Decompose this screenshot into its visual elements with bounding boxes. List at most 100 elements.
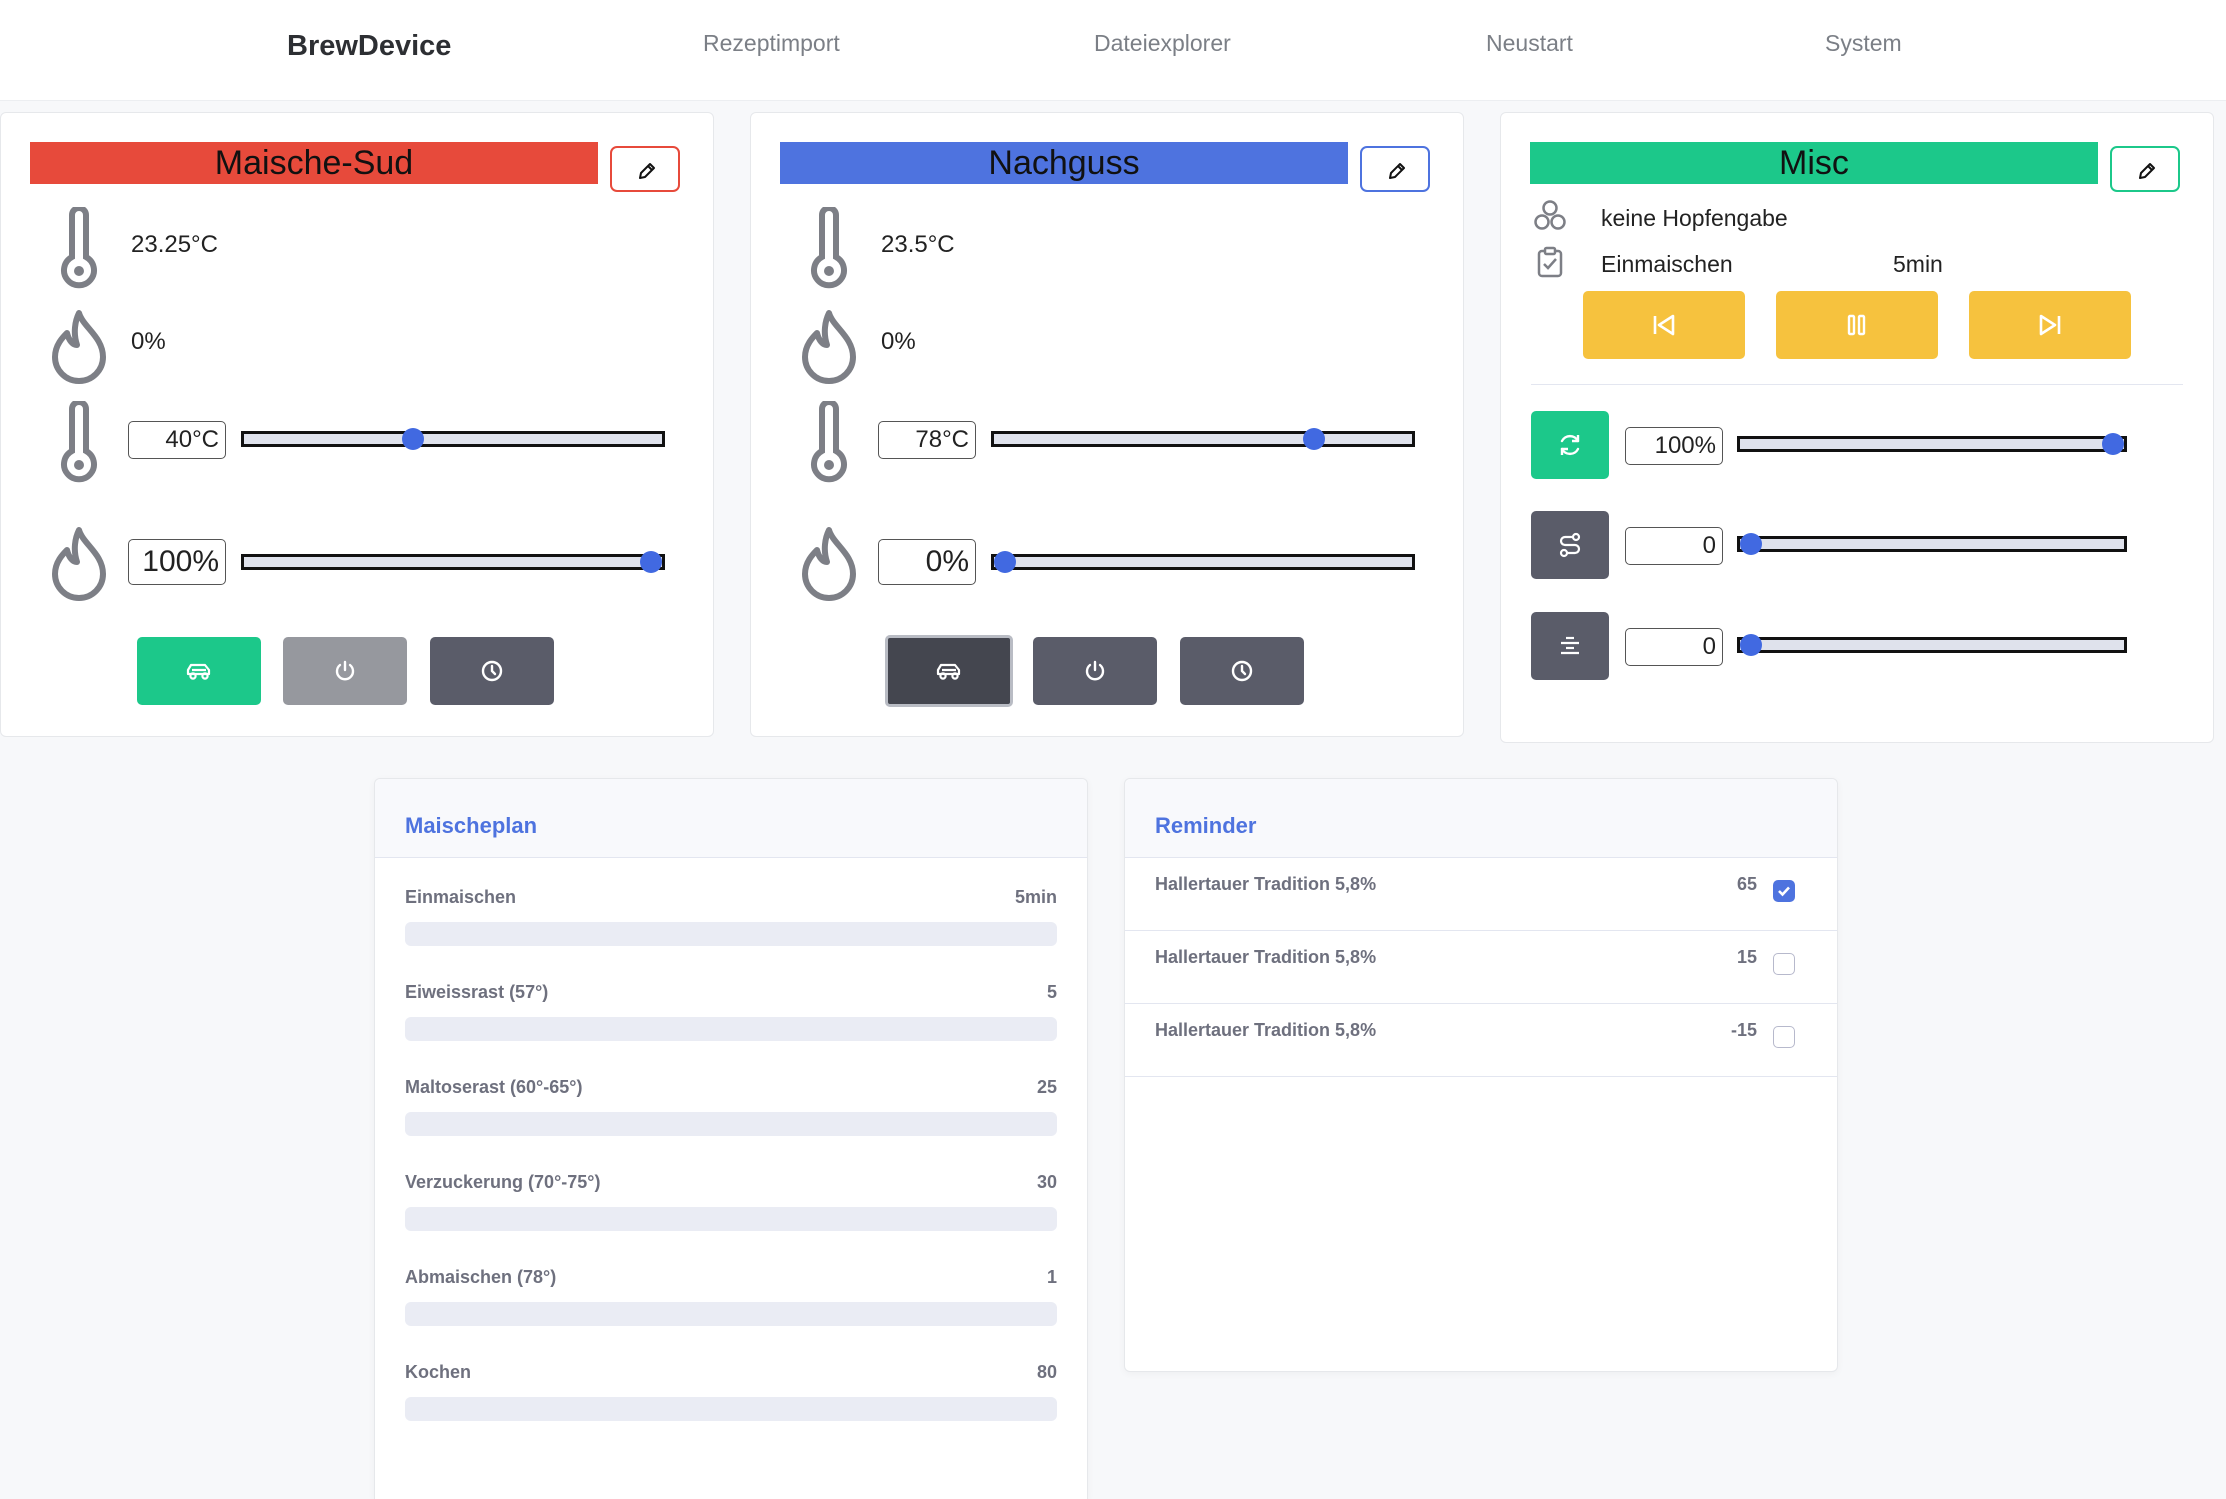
- refresh-icon: [1560, 434, 1580, 456]
- reminder-checkbox[interactable]: [1773, 1026, 1795, 1048]
- nav-item-rezeptimport[interactable]: Rezeptimport: [703, 30, 840, 56]
- car-icon: [935, 661, 963, 681]
- nachguss-card: Nachguss 23.5°C 0% 78°C 0%: [750, 112, 1464, 737]
- maischeplan-step-label: Abmaischen (78°): [405, 1267, 557, 1287]
- maische-current-temp: 23.25°C: [131, 231, 218, 258]
- align-center-icon: [1561, 636, 1579, 655]
- nachguss-power-slider[interactable]: [991, 551, 1415, 573]
- nachguss-temp-slider[interactable]: [991, 428, 1415, 450]
- route-slider[interactable]: [1737, 533, 2127, 555]
- pause-icon: [1847, 314, 1866, 336]
- reminder-label: Hallertauer Tradition 5,8%: [1155, 1020, 1377, 1040]
- slider-thumb[interactable]: [1302, 428, 1325, 450]
- route-value-input[interactable]: 0: [1625, 527, 1723, 565]
- reminder-value: -15: [1730, 1020, 1757, 1040]
- slider-thumb[interactable]: [1740, 634, 1762, 656]
- slider-thumb[interactable]: [1740, 533, 1762, 555]
- pencil-icon: [1387, 161, 1407, 181]
- maischeplan-step-progress: [405, 1017, 1057, 1041]
- maischeplan-step-value: 5: [1046, 982, 1057, 1002]
- maischeplan-panel: Maischeplan Einmaischen 5min Eiweissrast (…: [374, 778, 1088, 1499]
- nachguss-power-button[interactable]: [1033, 637, 1157, 705]
- slider-thumb[interactable]: [994, 551, 1016, 573]
- nachguss-current-temp: 23.5°C: [881, 231, 955, 258]
- reminder-checkbox[interactable]: [1773, 953, 1795, 975]
- slider-thumb[interactable]: [402, 428, 425, 450]
- pump-toggle-button[interactable]: [1531, 411, 1609, 479]
- nav-item-system[interactable]: System: [1825, 30, 1902, 56]
- reminder-row: Hallertauer Tradition 5,8% 15: [1125, 930, 1837, 1004]
- reminder-value: 65: [1736, 874, 1757, 894]
- nachguss-edit-button[interactable]: [1360, 146, 1430, 192]
- maischeplan-step-label: Maltoserast (60°-65°): [405, 1077, 583, 1097]
- maischeplan-step-progress: [405, 1397, 1057, 1421]
- maischeplan-step-value: 30: [1036, 1172, 1057, 1192]
- maische-power-button[interactable]: [283, 637, 407, 705]
- nav-item-neustart[interactable]: Neustart: [1486, 30, 1573, 56]
- maischeplan-step-value: 80: [1036, 1362, 1057, 1382]
- skip-forward-icon: [2039, 314, 2061, 336]
- power-icon: [333, 659, 357, 683]
- reminder-value: 15: [1736, 947, 1757, 967]
- pump-value-input[interactable]: 100%: [1625, 427, 1723, 465]
- slider-thumb[interactable]: [2102, 433, 2124, 455]
- nachguss-timer-button[interactable]: [1180, 637, 1304, 705]
- nav-item-dateiexplorer[interactable]: Dateiexplorer: [1094, 30, 1231, 56]
- thermometer-icon: [59, 401, 99, 485]
- nachguss-drive-button[interactable]: [885, 635, 1013, 707]
- top-navbar: BrewDevice Rezeptimport Dateiexplorer Ne…: [0, 0, 2226, 101]
- car-icon: [185, 661, 213, 681]
- next-step-button[interactable]: [1969, 291, 2131, 359]
- maischeplan-step-label: Einmaischen: [405, 887, 517, 907]
- maische-drive-button[interactable]: [137, 637, 261, 705]
- misc-step-time: 5min: [1893, 251, 1943, 277]
- route-button[interactable]: [1531, 511, 1609, 579]
- maischeplan-title: Maischeplan: [405, 813, 538, 838]
- heater-value-input[interactable]: 0: [1625, 628, 1723, 666]
- skip-back-icon: [1653, 314, 1675, 336]
- maische-target-power-input[interactable]: 100%: [128, 539, 226, 585]
- brand-link[interactable]: BrewDevice: [287, 30, 452, 62]
- maischeplan-step-value: 25: [1036, 1077, 1057, 1097]
- misc-hop-text: keine Hopfengabe: [1601, 205, 1788, 231]
- slider-thumb[interactable]: [640, 551, 662, 573]
- previous-step-button[interactable]: [1583, 291, 1745, 359]
- flame-icon: [799, 526, 859, 602]
- nachguss-target-power-input[interactable]: 0%: [878, 539, 976, 585]
- nachguss-target-temp-input[interactable]: 78°C: [878, 421, 976, 459]
- maische-target-temp-input[interactable]: 40°C: [128, 421, 226, 459]
- misc-title: Misc: [1530, 142, 2098, 184]
- divider: [1531, 384, 2183, 385]
- reminder-row: Hallertauer Tradition 5,8% -15: [1125, 1003, 1837, 1077]
- maischeplan-header: Maischeplan: [375, 779, 1087, 858]
- check-icon: [1778, 886, 1790, 897]
- flame-icon: [799, 309, 859, 385]
- power-icon: [1083, 659, 1107, 683]
- reminder-panel: Reminder Hallertauer Tradition 5,8% 65 Hal…: [1124, 778, 1838, 1372]
- nachguss-current-power: 0%: [881, 328, 916, 355]
- clock-icon: [1230, 659, 1254, 683]
- hops-icon: [1534, 200, 1566, 230]
- flame-icon: [49, 526, 109, 602]
- heater-button[interactable]: [1531, 612, 1609, 680]
- pause-button[interactable]: [1776, 291, 1938, 359]
- reminder-label: Hallertauer Tradition 5,8%: [1155, 874, 1377, 894]
- maische-temp-slider[interactable]: [241, 428, 665, 450]
- reminder-checkbox[interactable]: [1773, 880, 1795, 902]
- pencil-icon: [2137, 161, 2157, 181]
- pencil-icon: [637, 161, 657, 181]
- misc-edit-button[interactable]: [2110, 146, 2180, 192]
- maischeplan-step-label: Verzuckerung (70°-75°): [405, 1172, 601, 1192]
- maische-edit-button[interactable]: [610, 146, 680, 192]
- pump-slider[interactable]: [1737, 433, 2127, 455]
- maischeplan-step-progress: [405, 1302, 1057, 1326]
- maischeplan-step-label: Kochen: [405, 1362, 472, 1382]
- route-icon: [1559, 532, 1581, 558]
- maische-timer-button[interactable]: [430, 637, 554, 705]
- nachguss-title: Nachguss: [780, 142, 1348, 184]
- thermometer-icon: [809, 207, 849, 291]
- thermometer-icon: [59, 207, 99, 291]
- clipboard-check-icon: [1537, 246, 1563, 278]
- maische-power-slider[interactable]: [241, 551, 665, 573]
- heater-slider[interactable]: [1737, 634, 2127, 656]
